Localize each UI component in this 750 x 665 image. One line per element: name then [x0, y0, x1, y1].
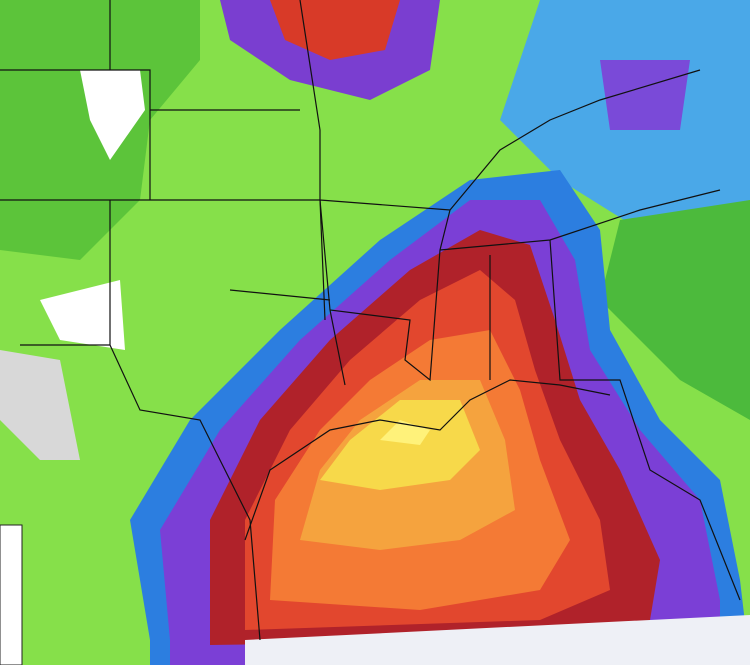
no-data-patch — [40, 70, 145, 350]
state-lines-east — [229, 0, 741, 601]
purple-northeast — [600, 60, 690, 130]
legend-edge — [0, 524, 23, 665]
yellow-core — [320, 400, 480, 490]
no-data-strip — [245, 615, 750, 665]
boundaries — [0, 0, 741, 641]
coastline — [244, 379, 611, 541]
gray-patch — [0, 350, 80, 460]
green-southeast — [600, 200, 750, 420]
